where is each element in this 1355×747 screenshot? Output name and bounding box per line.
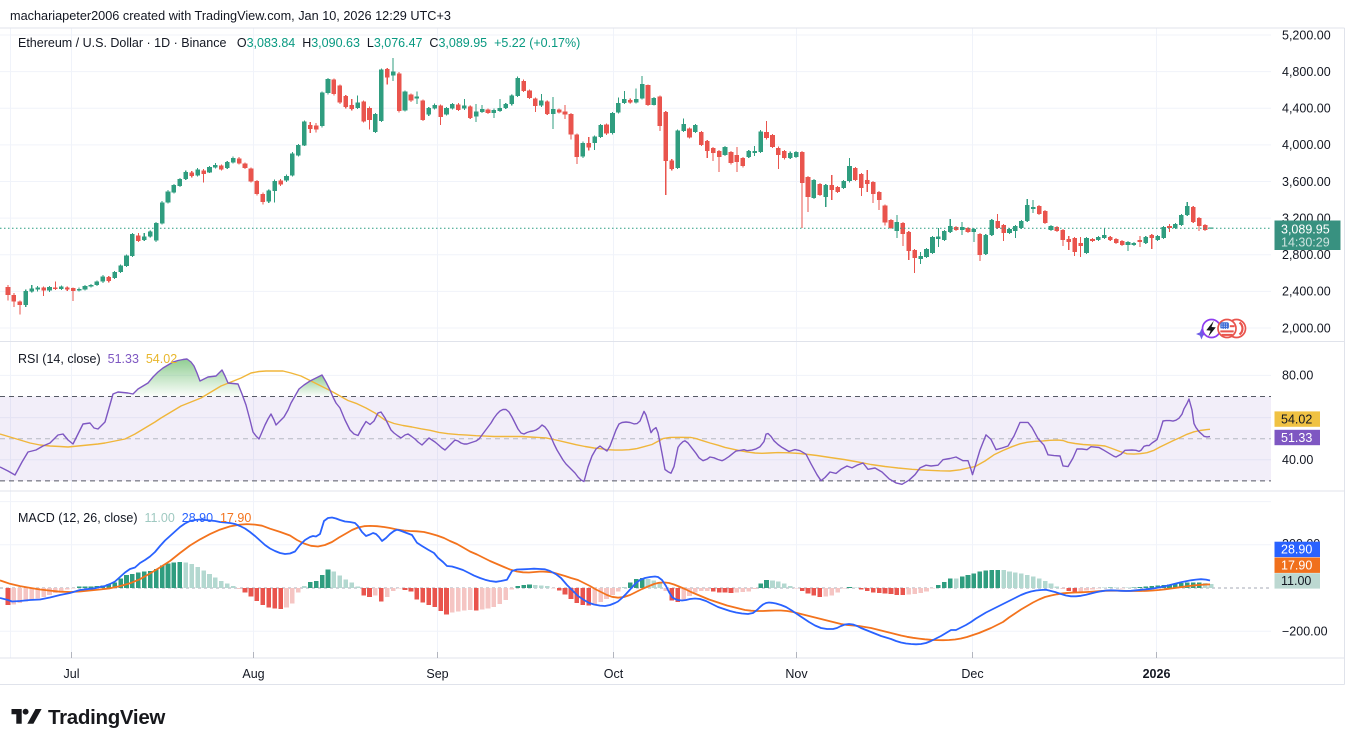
svg-text:3,600.00: 3,600.00 — [1282, 175, 1331, 189]
svg-text:4,000.00: 4,000.00 — [1282, 138, 1331, 152]
svg-text:14:30:29: 14:30:29 — [1281, 236, 1330, 250]
svg-text:4,800.00: 4,800.00 — [1282, 65, 1331, 79]
svg-text:11.00: 11.00 — [1281, 574, 1311, 588]
svg-text:4,400.00: 4,400.00 — [1282, 102, 1331, 116]
svg-text:80.00: 80.00 — [1282, 369, 1313, 383]
svg-text:3,089.95: 3,089.95 — [1281, 222, 1330, 236]
svg-text:TradingView: TradingView — [48, 706, 165, 729]
svg-text:Aug: Aug — [242, 667, 264, 681]
svg-text:RSI (14, close) 51.33 54.02: RSI (14, close) 51.33 54.02 — [18, 352, 177, 366]
svg-text:Sep: Sep — [426, 667, 448, 681]
svg-text:MACD (12, 26, close) 11.00 2: MACD (12, 26, close) 11.00 28.90 17.90 — [18, 511, 251, 525]
svg-text:Oct: Oct — [604, 667, 624, 681]
svg-text:28.90: 28.90 — [1281, 543, 1312, 557]
svg-text:17.90: 17.90 — [1281, 559, 1312, 573]
svg-text:2,800.00: 2,800.00 — [1282, 248, 1331, 262]
svg-text:2,400.00: 2,400.00 — [1282, 285, 1331, 299]
svg-text:−200.00: −200.00 — [1282, 624, 1328, 638]
svg-text:5,200.00: 5,200.00 — [1282, 28, 1331, 42]
svg-text:40.00: 40.00 — [1282, 453, 1313, 467]
svg-text:Nov: Nov — [785, 667, 808, 681]
svg-text:2,000.00: 2,000.00 — [1282, 321, 1331, 335]
svg-text:51.33: 51.33 — [1281, 431, 1312, 445]
svg-text:Ethereum / U.S. Dollar · 1D ·: Ethereum / U.S. Dollar · 1D · Binance O3… — [18, 36, 580, 50]
svg-text:54.02: 54.02 — [1281, 412, 1312, 426]
svg-text:Jul: Jul — [64, 667, 80, 681]
svg-text:machariapeter2006 created with: machariapeter2006 created with TradingVi… — [10, 9, 451, 23]
svg-text:2026: 2026 — [1143, 667, 1171, 681]
svg-text:Dec: Dec — [961, 667, 983, 681]
